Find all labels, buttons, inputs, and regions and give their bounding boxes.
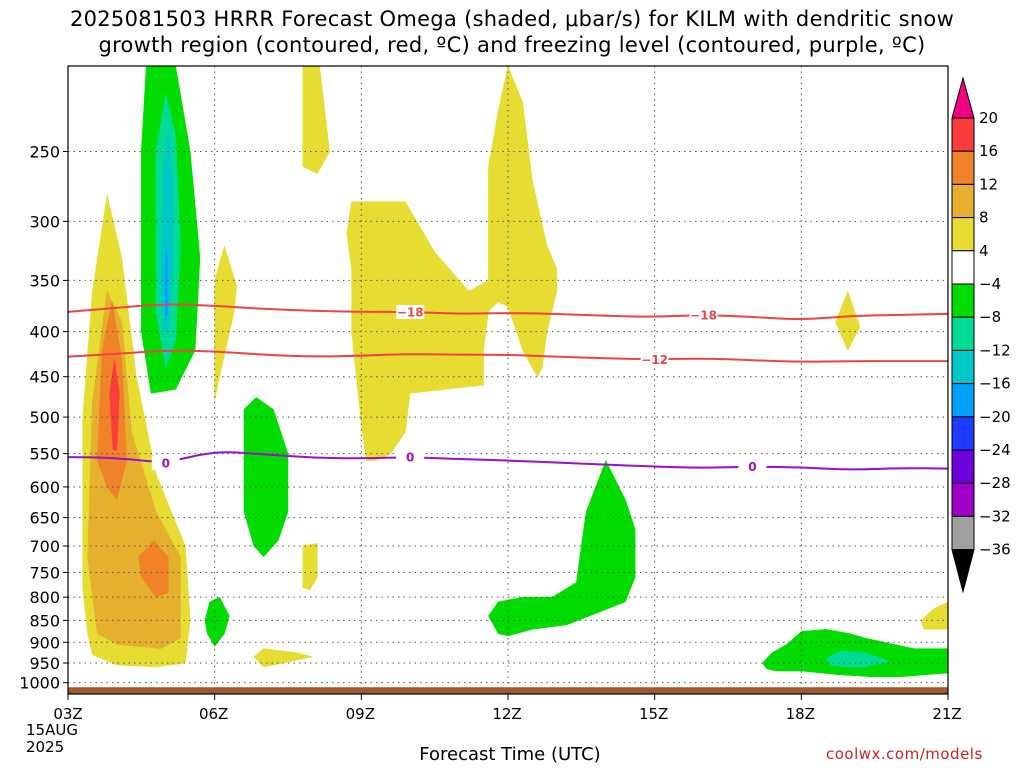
omega-region-8	[302, 542, 318, 591]
colorbar-tick-label: −32	[979, 507, 1011, 525]
y-tick-label: 250	[29, 142, 60, 161]
contour-label-bg	[396, 304, 425, 319]
omega-region-4	[109, 359, 120, 451]
colorbar-segment	[951, 283, 975, 318]
colorbar-segment	[951, 349, 975, 385]
y-tick-label: 450	[29, 368, 60, 387]
chart-title-line2: growth region (contoured, red, ºC) and f…	[98, 33, 926, 57]
y-tick-label: 800	[29, 588, 60, 607]
colorbar-tick-label: 20	[979, 109, 998, 127]
contour-label-2-1: 0	[406, 451, 414, 465]
omega-region-16	[243, 397, 289, 558]
contour-label-0-0: −18	[397, 305, 424, 319]
y-tick-label: 400	[29, 323, 60, 342]
y-tick-label: 550	[29, 445, 60, 464]
colorbar-tick-label: 4	[979, 242, 989, 260]
omega-region-17	[204, 596, 230, 647]
y-tick-label: 300	[29, 212, 60, 231]
x-tick-label: 06Z	[199, 705, 228, 723]
x-axis-title: Forecast Time (UTC)	[419, 744, 601, 765]
ground-layer	[68, 687, 948, 694]
colorbar-tick-label: −12	[979, 341, 1011, 359]
start-date-label: 15AUG 2025	[26, 722, 78, 756]
omega-region-7	[346, 66, 558, 461]
colorbar-tick-label: −16	[979, 375, 1011, 393]
colorbar-segment	[951, 416, 975, 451]
omega-region-14	[160, 127, 174, 332]
y-tick-label: 700	[29, 537, 60, 556]
colorbar-segment	[951, 482, 975, 517]
omega-region-5	[214, 245, 237, 402]
omega-region-3	[138, 540, 169, 598]
y-tick-label: 650	[29, 509, 60, 528]
y-tick-label: 500	[29, 408, 60, 427]
y-tick-label: 600	[29, 478, 60, 497]
contour-label-bg	[396, 450, 425, 465]
start-date-year: 2025	[26, 738, 65, 756]
colorbar-tick-label: −36	[979, 541, 1011, 559]
x-tick-label: 15Z	[639, 705, 668, 723]
y-axis-ticks: 250 300 350 400 450 500 550 600 650 700 750 800 850 9…	[19, 142, 68, 693]
omega-region-10	[835, 290, 861, 351]
y-tick-label: 900	[29, 633, 60, 652]
colorbar-segment	[951, 250, 975, 285]
x-tick-label: 09Z	[346, 705, 375, 723]
colorbar: 20 16 12 8 4 −4 −8 −12 −16 −20 −24 −28 −32 −36	[951, 76, 1011, 594]
omega-region-20	[825, 650, 891, 668]
colorbar-tick-label: 8	[979, 209, 989, 227]
colorbar-tick-label: −8	[979, 308, 1001, 326]
y-tick-label: 850	[29, 611, 60, 630]
contour-labels: −18 −18 −12 0 0 0	[151, 304, 767, 474]
contour-label-bg	[738, 459, 767, 474]
chart-title-line1: 2025081503 HRRR Forecast Omega (shaded, …	[69, 7, 955, 31]
contour-label-bg	[689, 307, 718, 322]
colorbar-tick-label: −24	[979, 441, 1011, 459]
omega-shading	[82, 66, 948, 678]
colorbar-under-arrow	[951, 549, 975, 594]
colorbar-segment	[951, 449, 975, 484]
colorbar-tick-label: 16	[979, 142, 998, 160]
x-tick-label: 18Z	[786, 705, 815, 723]
y-tick-label: 350	[29, 271, 60, 290]
colorbar-segment	[951, 117, 975, 152]
colorbar-segment	[951, 217, 975, 252]
y-tick-label: 1000	[19, 674, 60, 693]
grid	[67, 66, 949, 694]
colorbar-segment	[951, 316, 975, 351]
contour-label-bg	[151, 456, 180, 471]
credit-link[interactable]: coolwx.com/models	[826, 745, 983, 763]
contour-label-1-0: −12	[641, 353, 668, 367]
y-tick-label: 950	[29, 654, 60, 673]
colorbar-segment	[951, 383, 975, 418]
colorbar-segment	[951, 183, 975, 219]
colorbar-over-arrow	[951, 76, 975, 119]
colorbar-tick-label: 12	[979, 175, 998, 193]
colorbar-segment	[951, 515, 975, 551]
contour-label-bg	[640, 352, 669, 367]
colorbar-tick-label: −4	[979, 275, 1001, 293]
start-date-day: 15AUG	[26, 721, 78, 739]
omega-region-9	[253, 648, 313, 668]
colorbar-tick-label: −28	[979, 474, 1011, 492]
contour-label-2-2: 0	[748, 460, 756, 474]
omega-region-6	[302, 66, 330, 175]
contour-line-1	[68, 349, 948, 363]
x-axis-ticks: 03Z 06Z 09Z 12Z 15Z 18Z 21Z	[53, 694, 962, 723]
chart-title: 2025081503 HRRR Forecast Omega (shaded, …	[0, 6, 1024, 58]
omega-region-11	[920, 601, 948, 630]
x-tick-label: 21Z	[932, 705, 961, 723]
colorbar-tick-label: −20	[979, 408, 1011, 426]
contour-line-2	[68, 451, 948, 471]
ground-surface	[68, 687, 948, 694]
x-tick-label: 03Z	[53, 705, 82, 723]
contour-lines	[68, 303, 948, 471]
x-tick-label: 12Z	[492, 705, 521, 723]
contour-label-0-1: −18	[690, 308, 717, 322]
omega-region-15	[164, 246, 168, 322]
contour-label-2-0: 0	[162, 457, 170, 471]
y-tick-label: 750	[29, 563, 60, 582]
colorbar-segment	[951, 150, 975, 185]
contour-line-0	[68, 303, 948, 321]
